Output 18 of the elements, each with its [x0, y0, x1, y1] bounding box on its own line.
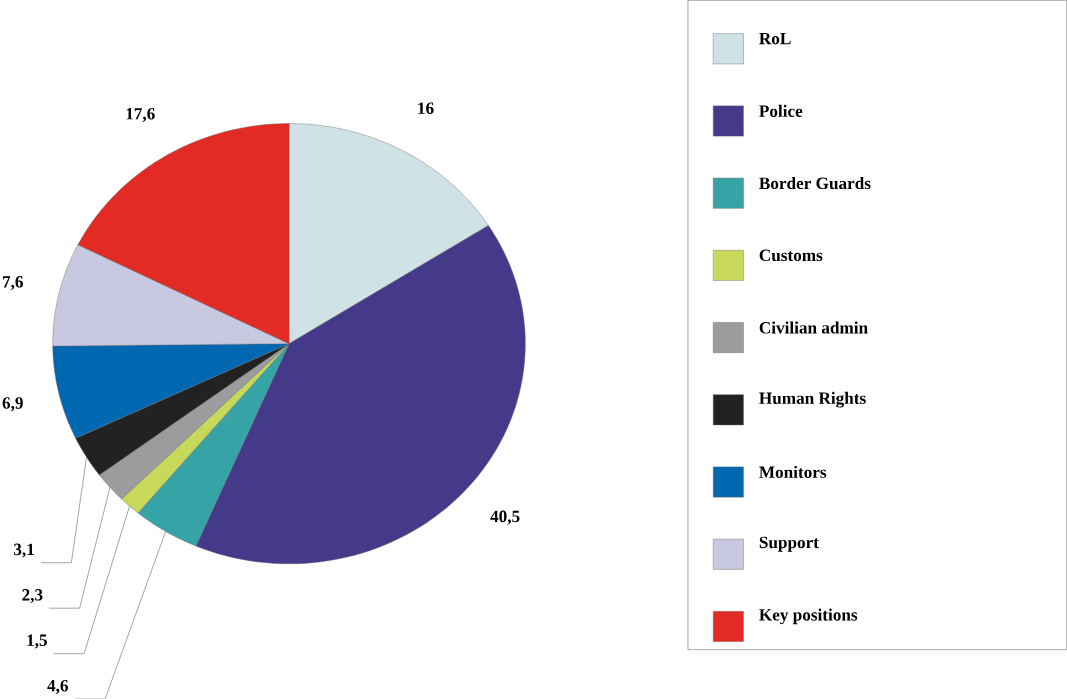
data-label: 6,9 — [2, 397, 23, 412]
legend-label: Key positions — [759, 608, 858, 625]
legend-label: Customs — [759, 249, 823, 261]
legend-label: Human Rights — [759, 391, 866, 408]
data-label: 1,5 — [27, 634, 47, 649]
data-label: 16 — [418, 102, 434, 114]
data-label: 4,6 — [47, 679, 69, 694]
data-label: 40,5 — [490, 510, 520, 525]
data-label: 7,6 — [3, 275, 23, 290]
legend-label: Civilian admin — [759, 321, 868, 334]
data-label: 3,1 — [13, 543, 34, 558]
data-label: 17,6 — [126, 107, 155, 122]
legend-label: Monitors — [759, 465, 827, 478]
legend-label: Police — [759, 104, 803, 117]
data-label: 2,3 — [22, 588, 43, 603]
legend-label: Support — [759, 536, 819, 552]
legend-label: RoL — [759, 32, 791, 45]
legend-label: Border Guards — [759, 176, 871, 189]
